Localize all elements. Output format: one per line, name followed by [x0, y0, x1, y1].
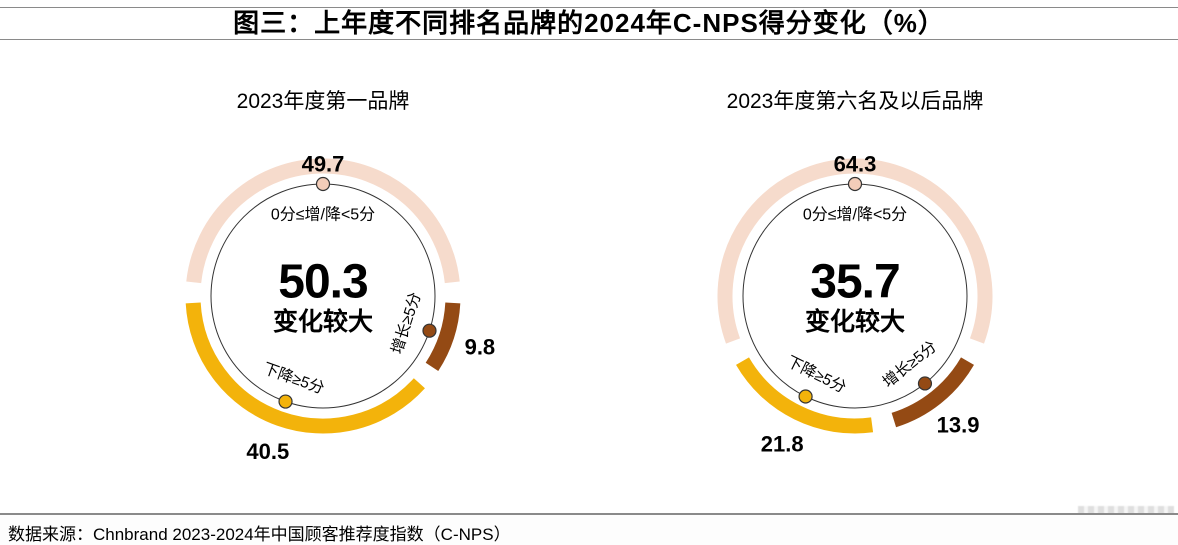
segment-arc: [425, 302, 461, 371]
segment-marker: [422, 323, 437, 338]
center-value: 35.7: [810, 256, 899, 309]
segment-value-label: 40.5: [246, 439, 289, 464]
segment-value-label: 64.3: [834, 152, 877, 177]
chart-title-left: 2023年度第一品牌: [236, 90, 410, 113]
source-text: 数据来源：Chnbrand 2023-2024年中国顾客推荐度指数（C-NPS）: [8, 525, 511, 544]
segment-arc: [186, 158, 460, 284]
segment-marker: [278, 394, 293, 409]
center-caption: 变化较大: [273, 307, 373, 336]
watermark: [1078, 506, 1174, 517]
segment-arc: [891, 357, 974, 428]
center-value: 50.3: [278, 256, 367, 309]
segment-arc: [736, 357, 874, 434]
segment-value-label: 49.7: [302, 152, 345, 177]
segment-marker: [917, 376, 933, 391]
segment-name-label: 0分≤增/降<5分: [271, 206, 375, 224]
figure-title-bar: 图三：上年度不同排名品牌的2024年C-NPS得分变化（%）: [0, 7, 1178, 40]
source-footer: 数据来源：Chnbrand 2023-2024年中国顾客推荐度指数（C-NPS）: [0, 513, 1178, 545]
segment-marker: [315, 176, 331, 192]
segment-name-label: 0分≤增/降<5分: [803, 206, 907, 224]
segment-value-label: 9.8: [465, 335, 496, 360]
segment-arc: [185, 302, 425, 434]
segment-arc: [717, 158, 993, 344]
chart-title-right: 2023年度第六名及以后品牌: [726, 90, 984, 113]
segment-marker: [847, 176, 863, 192]
center-caption: 变化较大: [805, 307, 905, 336]
segment-marker: [798, 389, 813, 404]
figure-title: 图三：上年度不同排名品牌的2024年C-NPS得分变化（%）: [233, 8, 945, 38]
segment-value-label: 21.8: [761, 432, 804, 457]
segment-value-label: 13.9: [937, 412, 980, 437]
